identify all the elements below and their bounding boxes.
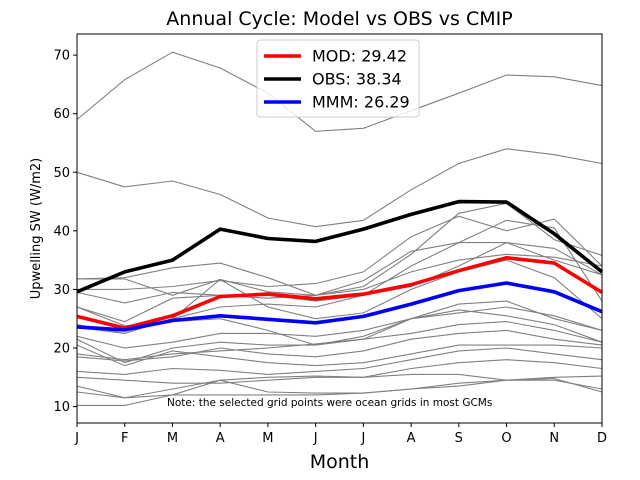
x-tick-label: A [216, 431, 225, 446]
cmip-model-line [76, 379, 603, 399]
cmip-model-line [76, 148, 603, 228]
cmip-model-line [76, 344, 603, 367]
chart-annotation: Note: the selected grid points were ocea… [167, 397, 492, 409]
legend-label-mod: MOD: 29.42 [312, 47, 407, 66]
x-tick-label: S [455, 431, 463, 446]
x-tick-label: D [597, 431, 607, 446]
highlight-series-lines [76, 199, 604, 332]
cmip-model-line [77, 377, 603, 406]
cmip-model-line [76, 359, 603, 384]
x-tick-label: J [313, 431, 318, 446]
y-tick-label: 40 [53, 224, 70, 239]
series-line-mod [76, 255, 603, 330]
axes-frame [76, 33, 603, 424]
legend-box [256, 39, 420, 118]
cmip-model-line [76, 300, 603, 364]
x-tick-label: J [360, 431, 365, 446]
cmip-model-line [76, 306, 603, 346]
x-tick-label: N [549, 431, 559, 446]
plot-area [76, 33, 604, 424]
y-tick-label: 10 [53, 400, 70, 415]
series-line-obs [76, 199, 604, 294]
y-tick-label: 50 [53, 166, 70, 181]
legend-label-mmm: MMM: 26.29 [312, 93, 410, 112]
y-tick-label: 30 [53, 283, 70, 298]
y-axis-label: Upwelling SW (W/m2) [29, 158, 44, 299]
series-line-mmm [76, 281, 603, 332]
x-tick-label: M [262, 431, 273, 446]
x-axis-label: Month [310, 451, 370, 473]
cmip-model-line [76, 242, 603, 296]
cmip-model-line [76, 253, 603, 304]
cmip-model-line [76, 51, 603, 132]
y-tick-label: 20 [53, 342, 70, 357]
cmip-model-line [76, 321, 603, 361]
x-tick-label: F [121, 431, 128, 446]
legend: MOD: 29.42 OBS: 38.34 MMM: 26.29 [256, 39, 420, 118]
chart-title: Annual Cycle: Model vs OBS vs CMIP [166, 8, 512, 30]
x-tick-label: A [407, 431, 416, 446]
y-tick-label: 70 [53, 49, 70, 64]
legend-label-obs: OBS: 38.34 [312, 70, 402, 89]
cmip-model-line [76, 347, 603, 375]
x-tick-label: O [501, 431, 511, 446]
cmip-model-line [76, 306, 603, 349]
y-tick-label: 60 [53, 107, 70, 122]
x-tick-label: J [74, 431, 79, 446]
x-tick-label: M [167, 431, 178, 446]
y-axis-ticks: 10 20 30 40 50 60 70 [53, 49, 77, 415]
cmip-model-line [77, 215, 603, 290]
cmip-model-line [76, 329, 603, 362]
